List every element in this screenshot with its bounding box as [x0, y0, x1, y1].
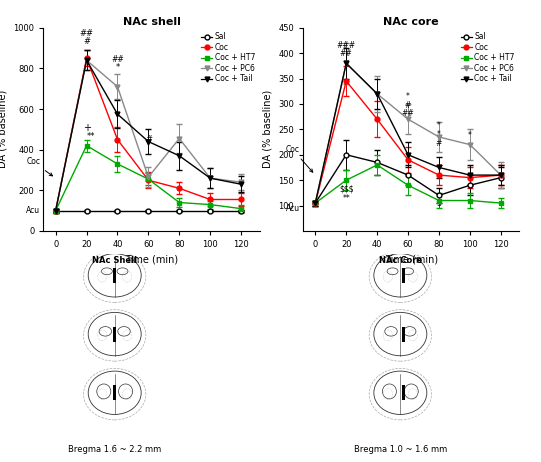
Text: +: + — [83, 123, 90, 134]
Text: ##: ## — [80, 29, 94, 38]
Text: Coc: Coc — [286, 145, 313, 172]
Y-axis label: DA (% baseline): DA (% baseline) — [262, 90, 273, 169]
Text: $$$: $$$ — [339, 184, 354, 194]
X-axis label: Time (min): Time (min) — [125, 255, 178, 265]
Text: #: # — [145, 134, 152, 144]
Text: NAc Core: NAc Core — [379, 256, 422, 265]
Bar — [113, 268, 116, 283]
Text: Coc: Coc — [26, 158, 52, 176]
X-axis label: Time (min): Time (min) — [385, 255, 438, 265]
Text: **: ** — [87, 132, 95, 140]
Text: ##: ## — [340, 49, 353, 58]
Text: *: * — [468, 131, 472, 140]
Text: NAc Shell: NAc Shell — [92, 256, 137, 265]
Text: #: # — [436, 139, 442, 148]
Text: #: # — [83, 37, 90, 46]
Title: NAc shell: NAc shell — [123, 17, 180, 27]
Bar — [402, 385, 405, 400]
Legend: Sal, Coc, Coc + HT7, Coc + PC6, Coc + Tail: Sal, Coc, Coc + HT7, Coc + PC6, Coc + Ta… — [200, 31, 256, 84]
Text: Bregma 1.6 ~ 2.2 mm: Bregma 1.6 ~ 2.2 mm — [68, 445, 161, 454]
Bar — [402, 268, 405, 283]
Text: *: * — [115, 63, 120, 73]
Text: ##: ## — [402, 109, 414, 118]
Title: NAc core: NAc core — [384, 17, 439, 27]
Legend: Sal, Coc, Coc + HT7, Coc + PC6, Coc + Tail: Sal, Coc, Coc + HT7, Coc + PC6, Coc + Ta… — [460, 31, 516, 84]
Bar — [402, 327, 405, 341]
Text: Acu: Acu — [286, 204, 300, 213]
Text: *: * — [406, 92, 410, 101]
Text: *: * — [437, 130, 441, 139]
Text: #: # — [405, 101, 411, 109]
Text: $: $ — [437, 199, 441, 207]
Text: Bregma 1.0 ~ 1.6 mm: Bregma 1.0 ~ 1.6 mm — [354, 445, 447, 454]
Bar — [113, 327, 116, 341]
Y-axis label: DA (% baseline): DA (% baseline) — [0, 90, 8, 169]
Text: *: * — [437, 122, 441, 130]
Text: **: ** — [342, 194, 350, 202]
Text: ##: ## — [111, 55, 124, 64]
Text: ###: ### — [337, 41, 356, 50]
Bar — [113, 385, 116, 400]
Text: Acu: Acu — [26, 206, 40, 215]
